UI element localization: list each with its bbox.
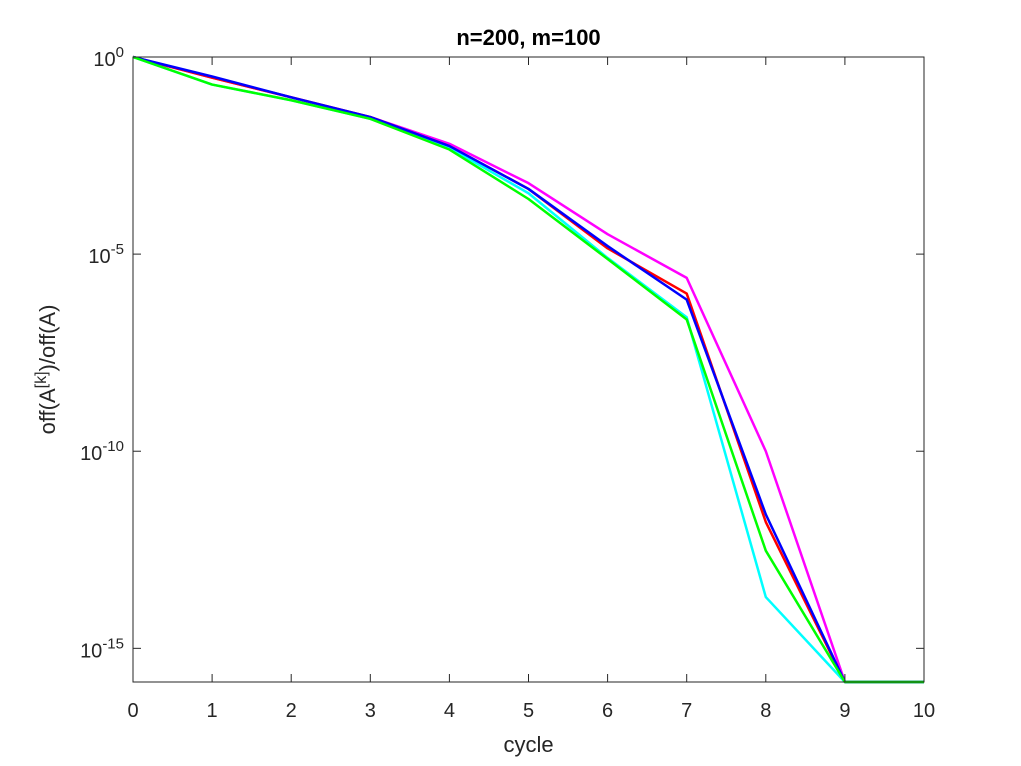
y-tick-label: 100	[93, 44, 124, 71]
y-tick-label: 10-5	[88, 241, 124, 268]
x-tick-label: 4	[444, 700, 455, 722]
x-tick-label: 3	[365, 700, 376, 722]
series-line-5	[132, 55, 924, 684]
ticks-layer: 0 1 2 3 4 5 6 7 8 9 10 100 10-5 10-10 10-15	[80, 44, 935, 722]
x-tick-label: 1	[207, 700, 218, 722]
x-tick-label: 5	[523, 700, 534, 722]
x-tick-label: 10	[913, 700, 935, 722]
y-axis-label-base: off(A	[35, 388, 60, 434]
x-tick-label: 0	[127, 700, 138, 722]
x-tick-label: 9	[839, 700, 850, 722]
y-tick-label: 10-15	[80, 635, 124, 662]
x-axis-label: cycle	[503, 732, 553, 757]
chart-title: n=200, m=100	[456, 25, 600, 50]
series-layer	[132, 55, 924, 684]
plot-background	[133, 57, 924, 682]
y-tick-label: 10-10	[80, 438, 124, 465]
plot-frame	[132, 56, 925, 683]
x-tick-label: 2	[286, 700, 297, 722]
y-axis-label-tail: )/off(A)	[35, 305, 60, 372]
x-tick-label: 8	[760, 700, 771, 722]
x-tick-label: 6	[602, 700, 613, 722]
y-axis-label-sup: [k]	[33, 371, 50, 388]
y-axis-label: off(A[k])/off(A)	[33, 305, 60, 435]
series-line-4	[132, 55, 924, 684]
x-tick-label: 7	[681, 700, 692, 722]
